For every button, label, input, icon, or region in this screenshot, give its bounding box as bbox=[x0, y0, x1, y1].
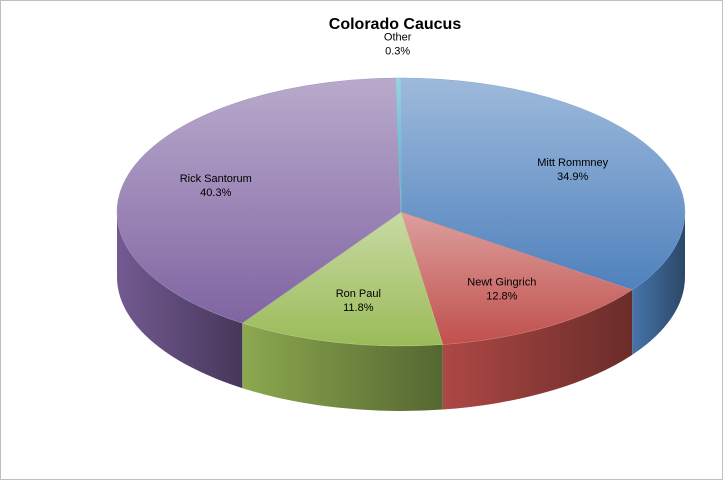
data-label-name: Ron Paul bbox=[336, 288, 381, 300]
data-label-name: Mitt Rommney bbox=[537, 157, 608, 169]
chart-title: Colorado Caucus bbox=[329, 16, 462, 33]
slice bbox=[241, 211, 444, 347]
slice-side bbox=[632, 212, 685, 355]
slice bbox=[116, 77, 402, 324]
slice-side bbox=[242, 323, 443, 411]
slice-side bbox=[117, 212, 243, 389]
data-label-name: Rick Santorum bbox=[180, 173, 252, 185]
data-label-value: 12.8% bbox=[486, 291, 517, 303]
data-label-name: Newt Gingrich bbox=[467, 277, 536, 289]
data-label-value: 40.3% bbox=[200, 187, 231, 199]
data-label-value: 11.8% bbox=[343, 302, 374, 314]
slice bbox=[400, 77, 686, 291]
data-label-value: 34.9% bbox=[557, 171, 588, 183]
data-label-value: 0.3% bbox=[385, 45, 410, 57]
slice bbox=[400, 211, 633, 345]
slice-side bbox=[442, 289, 633, 410]
slice bbox=[395, 77, 402, 213]
data-label-name: Other bbox=[384, 31, 412, 43]
